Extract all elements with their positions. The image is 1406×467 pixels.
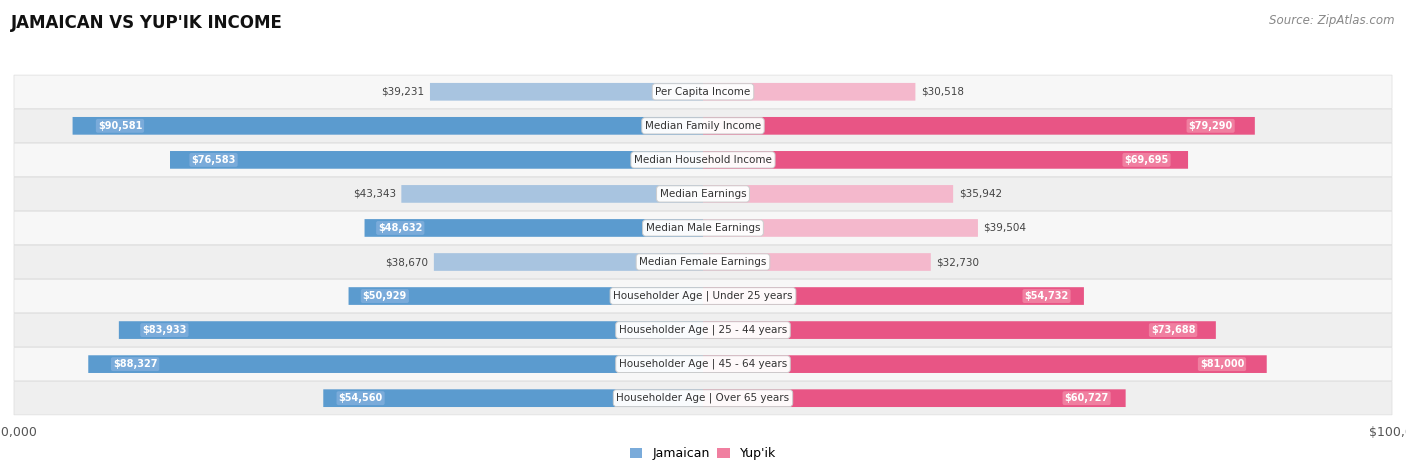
FancyBboxPatch shape (703, 321, 1216, 339)
Text: $76,583: $76,583 (191, 155, 236, 165)
Text: $39,231: $39,231 (381, 87, 425, 97)
Text: $90,581: $90,581 (98, 121, 142, 131)
FancyBboxPatch shape (14, 313, 1392, 347)
FancyBboxPatch shape (170, 151, 703, 169)
FancyBboxPatch shape (14, 347, 1392, 381)
FancyBboxPatch shape (703, 117, 1254, 134)
FancyBboxPatch shape (14, 382, 1392, 415)
FancyBboxPatch shape (434, 253, 703, 271)
Text: Householder Age | Over 65 years: Householder Age | Over 65 years (616, 393, 790, 403)
Text: $69,695: $69,695 (1125, 155, 1168, 165)
Text: Householder Age | 45 - 64 years: Householder Age | 45 - 64 years (619, 359, 787, 369)
Text: Median Earnings: Median Earnings (659, 189, 747, 199)
Text: $48,632: $48,632 (378, 223, 422, 233)
FancyBboxPatch shape (14, 245, 1392, 279)
FancyBboxPatch shape (14, 177, 1392, 211)
Text: $50,929: $50,929 (363, 291, 406, 301)
FancyBboxPatch shape (703, 219, 979, 237)
Text: $60,727: $60,727 (1064, 393, 1109, 403)
Text: Median Female Earnings: Median Female Earnings (640, 257, 766, 267)
FancyBboxPatch shape (120, 321, 703, 339)
Text: $43,343: $43,343 (353, 189, 395, 199)
Text: Median Male Earnings: Median Male Earnings (645, 223, 761, 233)
Text: $73,688: $73,688 (1152, 325, 1195, 335)
FancyBboxPatch shape (14, 279, 1392, 313)
Legend: Jamaican, Yup'ik: Jamaican, Yup'ik (624, 442, 782, 465)
Text: Householder Age | Under 25 years: Householder Age | Under 25 years (613, 291, 793, 301)
Text: $39,504: $39,504 (984, 223, 1026, 233)
Text: JAMAICAN VS YUP'IK INCOME: JAMAICAN VS YUP'IK INCOME (11, 14, 283, 32)
FancyBboxPatch shape (703, 355, 1267, 373)
FancyBboxPatch shape (14, 143, 1392, 177)
FancyBboxPatch shape (14, 211, 1392, 245)
FancyBboxPatch shape (349, 287, 703, 305)
FancyBboxPatch shape (323, 389, 703, 407)
Text: $79,290: $79,290 (1188, 121, 1233, 131)
FancyBboxPatch shape (14, 75, 1392, 108)
Text: Per Capita Income: Per Capita Income (655, 87, 751, 97)
Text: $35,942: $35,942 (959, 189, 1002, 199)
Text: Source: ZipAtlas.com: Source: ZipAtlas.com (1270, 14, 1395, 27)
FancyBboxPatch shape (703, 83, 915, 100)
FancyBboxPatch shape (401, 185, 703, 203)
Text: $54,560: $54,560 (339, 393, 382, 403)
FancyBboxPatch shape (703, 253, 931, 271)
Text: Median Family Income: Median Family Income (645, 121, 761, 131)
FancyBboxPatch shape (364, 219, 703, 237)
FancyBboxPatch shape (89, 355, 703, 373)
FancyBboxPatch shape (703, 389, 1126, 407)
Text: $88,327: $88,327 (112, 359, 157, 369)
Text: $38,670: $38,670 (385, 257, 429, 267)
FancyBboxPatch shape (703, 287, 1084, 305)
FancyBboxPatch shape (73, 117, 703, 134)
Text: $83,933: $83,933 (142, 325, 187, 335)
Text: $30,518: $30,518 (921, 87, 965, 97)
FancyBboxPatch shape (703, 185, 953, 203)
Text: $32,730: $32,730 (936, 257, 980, 267)
Text: Householder Age | 25 - 44 years: Householder Age | 25 - 44 years (619, 325, 787, 335)
FancyBboxPatch shape (14, 109, 1392, 142)
Text: $54,732: $54,732 (1025, 291, 1069, 301)
FancyBboxPatch shape (703, 151, 1188, 169)
Text: Median Household Income: Median Household Income (634, 155, 772, 165)
Text: $81,000: $81,000 (1199, 359, 1244, 369)
FancyBboxPatch shape (430, 83, 703, 100)
